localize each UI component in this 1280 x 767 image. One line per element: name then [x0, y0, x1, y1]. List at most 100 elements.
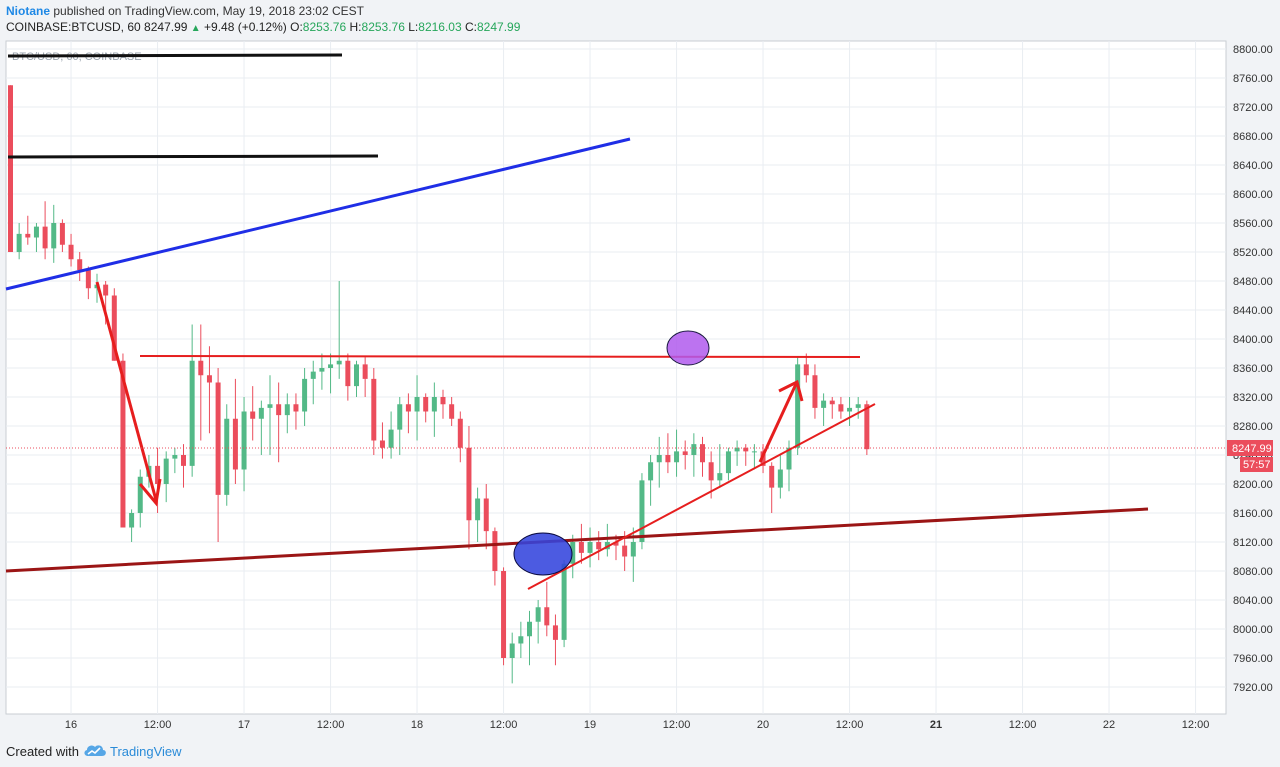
candle — [250, 386, 256, 441]
grid — [6, 41, 1226, 714]
x-tick-label: 21 — [930, 719, 942, 731]
candle — [345, 353, 351, 401]
candle-body — [189, 360, 195, 466]
close-label: C: — [465, 20, 477, 34]
candle — [163, 451, 169, 503]
candle — [483, 484, 489, 550]
candle-body — [423, 397, 429, 412]
candle-body — [483, 498, 489, 532]
x-tick-label: 19 — [584, 719, 596, 731]
low-value: 8216.03 — [418, 20, 462, 34]
candle-body — [725, 451, 731, 474]
candle-body — [215, 382, 221, 495]
candle — [829, 397, 835, 419]
blue-circle-marker[interactable] — [513, 532, 573, 576]
candle-body — [241, 411, 247, 470]
candle-body — [345, 360, 351, 387]
open-value: 8253.76 — [302, 20, 347, 34]
candle — [181, 444, 186, 488]
candle-body — [284, 404, 290, 416]
blue-trend-line[interactable] — [5, 137, 631, 291]
chart-area[interactable]: BTC/USD, 60, COINBASE 8800.008760.008720… — [0, 40, 1280, 737]
author-name[interactable]: Niotane — [6, 4, 51, 18]
candle — [440, 389, 446, 419]
candle — [527, 610, 532, 666]
candle-body — [613, 542, 619, 546]
candle-body — [587, 542, 593, 553]
y-tick-label: 8200.00 — [1233, 479, 1273, 491]
candle-body — [172, 455, 178, 459]
candle-body — [129, 513, 135, 528]
candle — [855, 397, 861, 419]
candle — [821, 393, 827, 426]
candle — [189, 324, 195, 477]
red-resistance-line[interactable] — [139, 355, 861, 358]
candle — [475, 487, 481, 542]
candle-body — [622, 545, 628, 557]
black-top-line[interactable] — [7, 53, 343, 58]
candle — [293, 393, 299, 430]
candle — [596, 531, 602, 561]
dark-red-trend-line[interactable] — [5, 507, 1149, 573]
candle — [16, 223, 22, 260]
candle-body — [181, 455, 186, 466]
candle — [492, 527, 498, 586]
candle-body — [250, 411, 256, 419]
candle — [561, 560, 567, 648]
down-arrow-line[interactable] — [95, 281, 158, 501]
candle — [362, 357, 368, 397]
candle — [587, 527, 593, 568]
candle-body — [267, 404, 273, 408]
candle — [206, 346, 212, 434]
candlestick-chart[interactable]: BTC/USD, 60, COINBASE 8800.008760.008720… — [0, 40, 1280, 737]
tradingview-cloud-icon[interactable] — [82, 742, 108, 763]
candle-body — [552, 625, 558, 640]
candle — [725, 447, 731, 481]
tradingview-brand[interactable]: TradingView — [110, 744, 182, 759]
candle-body — [630, 542, 636, 557]
last-price: 8247.99 — [144, 20, 188, 34]
candle-body — [232, 418, 238, 470]
candle — [284, 393, 290, 434]
candle — [232, 378, 238, 484]
y-tick-label: 8040.00 — [1233, 595, 1273, 607]
candle — [267, 375, 273, 455]
candle — [743, 444, 749, 466]
y-tick-label: 8320.00 — [1233, 392, 1273, 404]
price-axis[interactable]: 8800.00 8760.00 8720.00 8680.00 8640.00 8600.… — [1233, 44, 1273, 694]
chart-header: Niotane published on TradingView.com, Ma… — [0, 0, 1280, 40]
candle — [302, 368, 308, 426]
candle-body — [293, 404, 299, 412]
candle — [544, 581, 550, 637]
candle-body — [362, 364, 368, 379]
x-tick-label: 12:00 — [490, 719, 518, 731]
red-support-line[interactable] — [527, 403, 876, 590]
black-resistance-line[interactable] — [7, 154, 379, 159]
y-tick-label: 8480.00 — [1233, 276, 1273, 288]
candle — [838, 397, 844, 419]
candle-body — [431, 397, 437, 412]
x-tick-label: 12:00 — [144, 719, 172, 731]
candle — [336, 281, 342, 379]
candle-body — [829, 400, 835, 405]
candle-body — [864, 404, 870, 450]
candle-body — [198, 360, 204, 376]
up-arrow-line[interactable] — [758, 383, 798, 463]
y-tick-label: 8440.00 — [1233, 305, 1273, 317]
time-axis[interactable]: 16 12:00 17 12:00 18 12:00 19 12:00 20 12:00 21 12:… — [65, 719, 1209, 731]
candle — [405, 393, 411, 434]
candle-body — [855, 404, 861, 408]
candle-body — [751, 451, 757, 453]
candle-body — [25, 233, 31, 238]
candle-body — [492, 531, 498, 571]
x-tick-label: 12:00 — [1182, 719, 1210, 731]
candle-body — [639, 480, 645, 542]
candle-body — [648, 462, 654, 481]
purple-circle-marker[interactable] — [666, 330, 710, 366]
candle-body — [440, 397, 446, 405]
candle — [795, 357, 801, 455]
candle-body — [691, 444, 697, 455]
candle-body — [336, 360, 342, 365]
countdown-text: 57:57 — [1243, 459, 1271, 471]
candle — [717, 444, 723, 488]
